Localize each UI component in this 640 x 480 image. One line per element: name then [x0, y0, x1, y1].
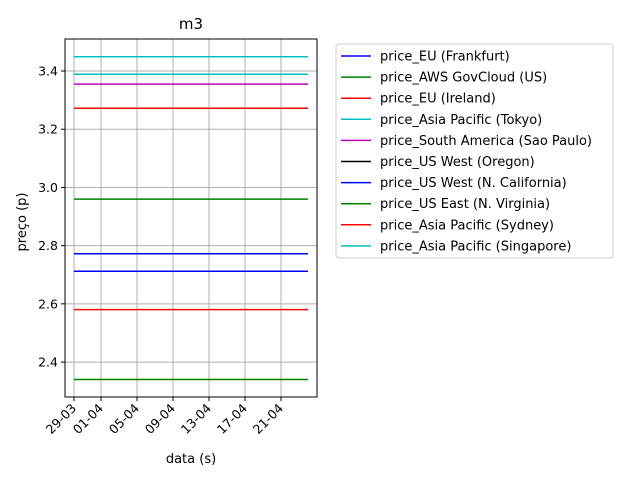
x-tick-label: 17-04 [214, 400, 250, 436]
legend-entry-label: price_AWS GovCloud (US) [380, 71, 547, 86]
x-axis-label: data (s) [166, 452, 216, 467]
x-tick-label: 09-04 [142, 400, 178, 436]
y-axis-label: preço (p) [15, 193, 30, 252]
legend-entry-label: price_Asia Pacific (Singapore) [380, 239, 571, 254]
y-tick-label: 3.0 [38, 180, 58, 195]
legend-entry-label: price_EU (Ireland) [380, 92, 496, 107]
x-tick-label: 01-04 [70, 400, 106, 436]
series-lines [74, 56, 308, 381]
y-tick-label: 2.6 [38, 296, 58, 311]
chart-title: m3 [179, 15, 203, 33]
legend: price_EU (Frankfurt) price_AWS GovCloud (… [335, 43, 614, 259]
y-tick-label: 2.8 [38, 238, 58, 253]
x-tick-label: 21-04 [250, 400, 286, 436]
legend-entry-label: price_Asia Pacific (Sydney) [380, 218, 554, 233]
x-tick-label: 05-04 [106, 400, 142, 436]
legend-box [335, 43, 614, 259]
y-tick-label: 3.2 [38, 122, 58, 137]
legend-entry-label: price_South America (Sao Paulo) [380, 134, 592, 149]
legend-entry-label: price_US West (Oregon) [380, 155, 535, 170]
legend-entry-label: price_US West (N. California) [380, 176, 567, 191]
y-tick-label: 3.4 [38, 64, 58, 79]
grid-lines [65, 39, 317, 397]
legend-entry-label: price_US East (N. Virginia) [380, 197, 550, 212]
y-axis-ticks: 2.4 2.6 2.8 3.0 3.2 3.4 [38, 64, 65, 370]
plot-frame [64, 38, 318, 398]
y-tick-label: 2.4 [38, 355, 58, 370]
legend-entry-label: price_Asia Pacific (Tokyo) [380, 113, 542, 128]
legend-entry-label: price_EU (Frankfurt) [380, 50, 510, 65]
x-tick-label: 13-04 [178, 400, 214, 436]
